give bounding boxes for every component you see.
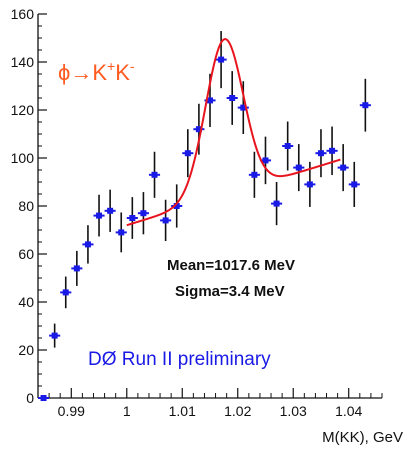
data-point (84, 241, 91, 248)
fit-mean-label: Mean=1017.6 MeV (167, 257, 295, 274)
data-point (273, 200, 280, 207)
data-points (38, 56, 371, 401)
y-tick-label: 80 (18, 198, 34, 214)
fit-curve (126, 38, 341, 227)
data-point (184, 150, 191, 157)
data-point (73, 265, 80, 272)
fit-sigma-label: Sigma=3.4 MeV (175, 283, 285, 300)
x-tick-label: 1.03 (280, 403, 307, 419)
y-tick-label: 40 (18, 294, 34, 310)
data-point (162, 217, 169, 224)
data-point (40, 395, 47, 401)
x-tick-label: 1.02 (224, 403, 251, 419)
data-point (51, 332, 58, 339)
x-axis-title: M(KK), GeV (322, 429, 403, 446)
data-point (317, 150, 324, 157)
data-point (306, 181, 313, 188)
data-point (218, 56, 225, 63)
y-tick-label: 140 (11, 54, 35, 70)
data-point (262, 157, 269, 164)
data-point (251, 171, 258, 178)
data-point (284, 143, 291, 149)
data-point (295, 164, 302, 171)
data-point (96, 212, 103, 219)
y-tick-label: 120 (11, 102, 35, 118)
x-tick-label: 1.04 (335, 403, 362, 419)
data-point (229, 95, 236, 101)
data-point (107, 207, 114, 214)
x-tick-label: 1.01 (169, 403, 196, 419)
data-point (340, 164, 347, 171)
x-axis-ticks: 0.99 1 1.01 1.02 1.03 1.04 (48, 388, 383, 419)
x-tick-label: 1 (123, 403, 131, 419)
fit-curve-group (126, 38, 341, 227)
data-point (140, 210, 147, 217)
y-tick-label: 0 (26, 390, 34, 406)
y-tick-label: 60 (18, 246, 34, 262)
x-tick-label: 0.99 (58, 403, 85, 419)
y-tick-label: 100 (11, 150, 35, 166)
data-point (362, 102, 369, 109)
data-point (329, 147, 336, 154)
y-tick-label: 20 (18, 342, 34, 358)
data-point (351, 181, 358, 188)
data-point (195, 126, 202, 133)
data-point (129, 215, 136, 221)
y-axis-ticks: 0 20 40 60 80 100 120 140 160 (11, 6, 47, 406)
reaction-label: ϕ→K+K- (58, 58, 135, 85)
data-point (151, 171, 158, 178)
data-point (118, 229, 125, 236)
y-tick-label: 160 (11, 6, 35, 22)
data-point (173, 203, 180, 209)
data-point (62, 289, 69, 296)
data-point (207, 97, 213, 104)
experiment-label: DØ Run II preliminary (88, 349, 271, 370)
data-point (240, 104, 247, 111)
